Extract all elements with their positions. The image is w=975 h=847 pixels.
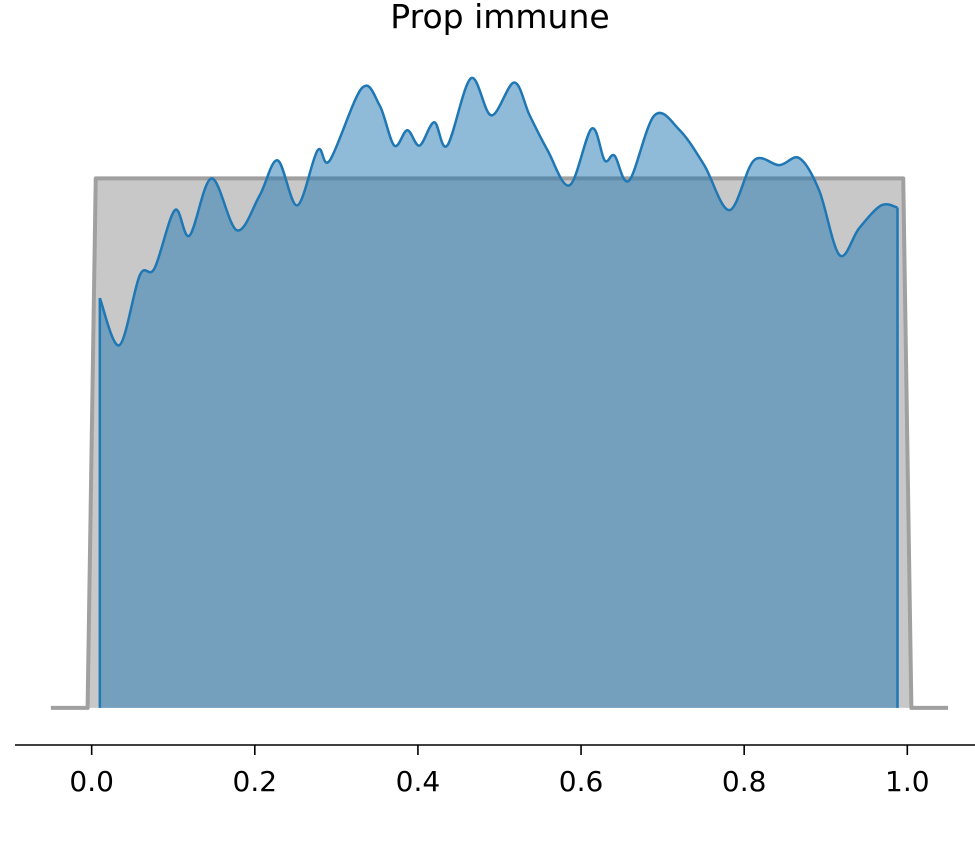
x-tick-label: 0.4 xyxy=(396,765,441,798)
x-tick-label: 0.6 xyxy=(559,765,604,798)
x-tick-label: 0.8 xyxy=(722,765,767,798)
density-line xyxy=(98,77,898,347)
density-area xyxy=(99,77,898,708)
x-tick-label: 0.0 xyxy=(69,765,114,798)
x-tick-label: 0.2 xyxy=(233,765,278,798)
chart-title: Prop immune xyxy=(390,0,609,36)
x-tick-label: 1.0 xyxy=(885,765,930,798)
